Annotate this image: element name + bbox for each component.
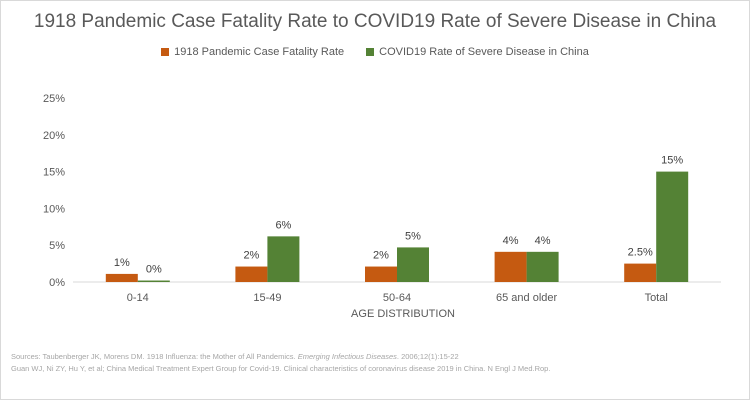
bar-value-label: 4%	[535, 235, 551, 247]
y-tick-label: 10%	[43, 203, 65, 215]
bar	[235, 266, 268, 282]
y-tick-label: 25%	[43, 93, 65, 105]
bar-value-label: 6%	[275, 219, 291, 231]
source-line-1: Sources: Taubenberger JK, Morens DM. 191…	[11, 351, 550, 363]
source-journal: Emerging Infectious Diseases	[297, 352, 397, 361]
bar-value-label: 0%	[146, 264, 162, 276]
bar-value-label: 15%	[661, 155, 683, 167]
source-line-1-prefix: Sources: Taubenberger JK, Morens DM. 191…	[11, 352, 298, 361]
y-tick-label: 15%	[43, 167, 65, 179]
bar-value-label: 2.5%	[628, 247, 653, 259]
bar-value-label: 2%	[243, 250, 259, 262]
bar	[105, 273, 138, 282]
bar-value-label: 2%	[373, 250, 389, 262]
bar	[397, 247, 429, 282]
bar-value-label: 4%	[503, 235, 519, 247]
bar-value-label: 1%	[114, 257, 130, 269]
legend-item-1918: 1918 Pandemic Case Fatality Rate	[161, 46, 344, 58]
x-tick-label: 0-14	[127, 292, 149, 304]
x-axis-title: AGE DISTRIBUTION	[351, 308, 455, 320]
bar	[526, 251, 559, 282]
bar	[137, 280, 170, 282]
bar	[494, 251, 527, 282]
source-line-2: Guan WJ, Ni ZY, Hu Y, et al; China Medic…	[11, 364, 551, 373]
legend-label-covid: COVID19 Rate of Severe Disease in China	[379, 46, 589, 58]
x-tick-label: 65 and older	[496, 292, 557, 304]
bar	[624, 263, 657, 282]
bar	[656, 171, 689, 282]
bar-value-label: 5%	[405, 230, 421, 242]
chart-legend: 1918 Pandemic Case Fatality Rate COVID19…	[1, 46, 749, 58]
legend-swatch-covid	[366, 48, 375, 56]
chart-title: 1918 Pandemic Case Fatality Rate to COVI…	[33, 11, 717, 32]
bar	[267, 236, 300, 282]
legend-swatch-1918	[161, 48, 170, 56]
legend-label-1918: 1918 Pandemic Case Fatality Rate	[174, 46, 345, 58]
x-tick-label: 15-49	[253, 292, 281, 304]
y-tick-label: 20%	[43, 130, 65, 142]
x-tick-label: Total	[645, 292, 668, 304]
sources-note: Sources: Taubenberger JK, Morens DM. 191…	[11, 351, 550, 375]
bar	[365, 266, 397, 282]
legend-item-covid: COVID19 Rate of Severe Disease in China	[366, 46, 589, 58]
x-tick-label: 50-64	[383, 292, 411, 304]
y-tick-label: 5%	[49, 240, 65, 252]
source-line-1-suffix: . 2006;12(1):15-22	[396, 352, 459, 361]
y-tick-label: 0%	[49, 277, 65, 289]
